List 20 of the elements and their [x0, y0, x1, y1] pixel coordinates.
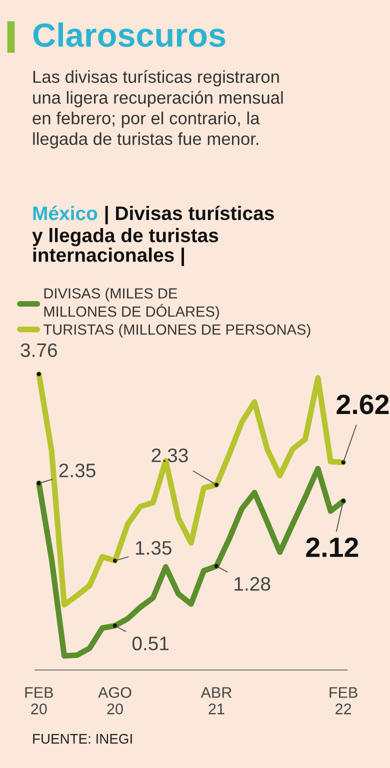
data-label: 1.28	[234, 576, 270, 591]
data-label: 2.12	[306, 537, 358, 557]
text: México	[33, 206, 98, 220]
text: y llegada de turistas internacionales |	[32, 228, 218, 266]
legend-label: DIVISAS (MILES DE MILLONES DE DÓLARES)	[44, 288, 219, 320]
data-label: 2.35	[59, 464, 96, 478]
legend-label: TURISTAS (MILLONES DE PERSONAS)	[43, 324, 310, 338]
source-note: FUENTE: INEGI	[33, 734, 132, 744]
text: | Divisas turísticas	[105, 206, 274, 224]
x-tick-label: FEB 22	[330, 687, 358, 714]
x-tick-label: FEB 20	[25, 687, 53, 714]
data-label: 3.76	[20, 343, 57, 358]
data-label: 0.51	[132, 636, 169, 650]
data-label: 2.33	[152, 448, 188, 462]
data-label: 1.35	[136, 541, 172, 555]
chart-subtitle: Las divisas turísticas registraron una ligera recuperación mensual en febrero; por el contrario, la llegada de turistas fue menor.	[32, 70, 283, 148]
x-tick-label: AGO 20	[98, 687, 132, 714]
x-tick-label: ABR 21	[200, 687, 232, 714]
chart-title: Claroscuros	[33, 22, 226, 47]
data-label: 2.62	[336, 394, 389, 414]
